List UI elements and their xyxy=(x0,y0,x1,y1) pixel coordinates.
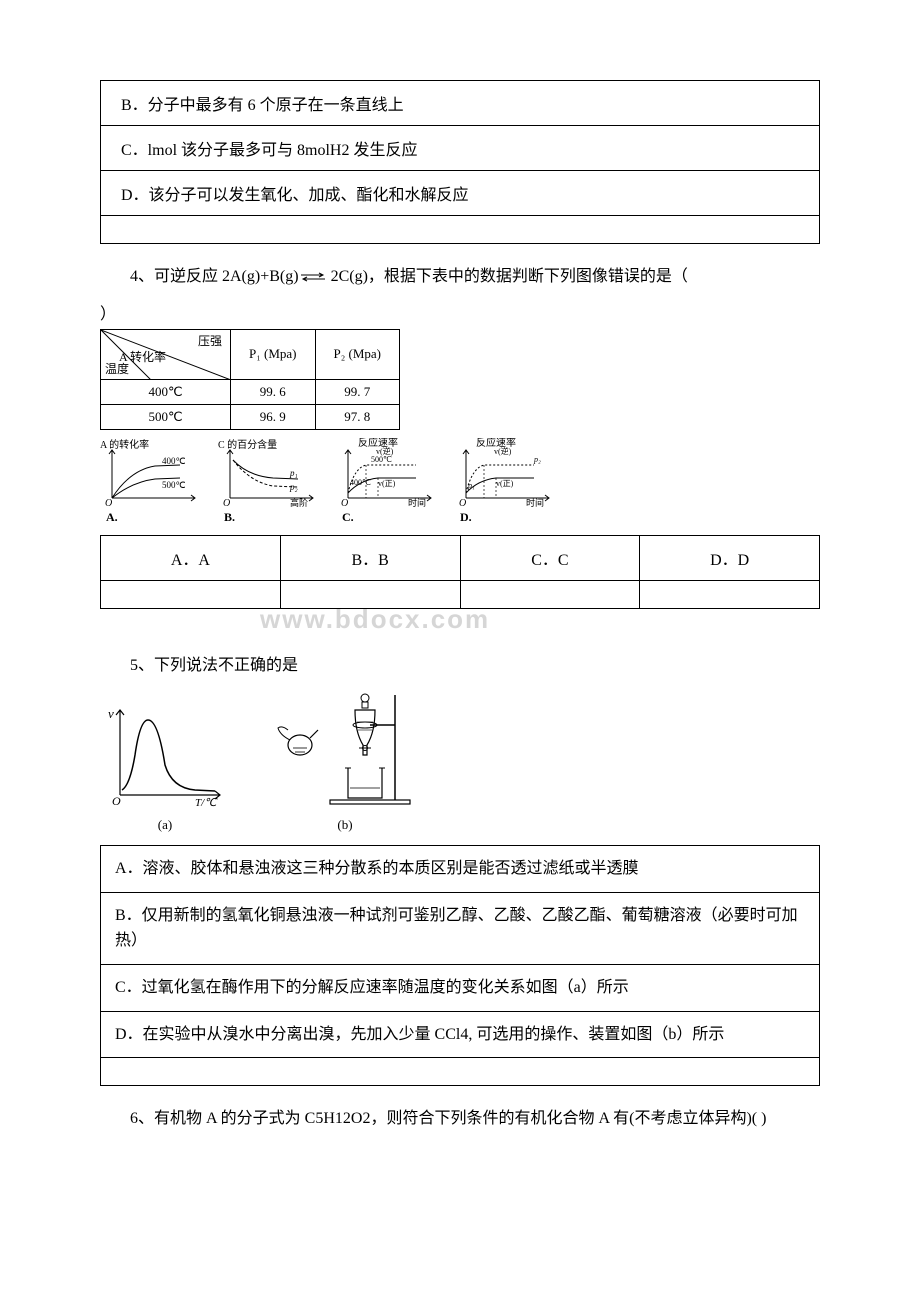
svg-text:O: O xyxy=(459,498,466,508)
q4-row2-t: 500℃ xyxy=(101,404,231,429)
q4-col1-header: P₁ (Mpa) xyxy=(231,329,316,379)
q4-intro-c: ） xyxy=(100,300,820,324)
q5-intro: 5、下列说法不正确的是 xyxy=(130,653,820,679)
chart-a-svg: A 的转化率 O 400℃ 500℃ xyxy=(100,438,200,508)
q5-options-table: A．溶液、胶体和悬浊液这三种分散系的本质区别是能否透过滤纸或半透膜 B．仅用新制… xyxy=(100,845,820,1086)
figure-a: v O T/℃ (a) xyxy=(100,700,230,833)
q4-row1-v2: 99. 7 xyxy=(315,379,400,404)
chart-b-svg: C 的百分含量 O p₁ p₂ 高阶 xyxy=(218,438,318,508)
svg-text:p₂: p₂ xyxy=(289,482,298,492)
q4-header-top: 压强 xyxy=(198,332,222,349)
svg-text:p₂: p₂ xyxy=(533,455,541,464)
q4-charts-row: A 的转化率 O 400℃ 500℃ A. C 的百分含量 O p₁ p₂ 高阶 xyxy=(100,438,820,525)
svg-text:O: O xyxy=(112,794,121,808)
q4-answer-table: A．A B．B C．C D．D xyxy=(100,535,820,609)
figure-a-svg: v O T/℃ xyxy=(100,700,230,810)
chart-d-label: D. xyxy=(460,510,554,525)
figure-a-label: (a) xyxy=(100,817,230,833)
svg-text:400℃: 400℃ xyxy=(350,478,371,487)
svg-text:A 的转化率: A 的转化率 xyxy=(100,438,149,451)
svg-text:时间: 时间 xyxy=(526,497,544,508)
figure-b-label: (b) xyxy=(270,817,420,833)
chart-c: 反应速率 O 500℃ v(逆) 400℃ v(正) 时间 C. xyxy=(336,438,436,525)
chart-a: A 的转化率 O 400℃ 500℃ A. xyxy=(100,438,200,525)
q4-ans-c: C．C xyxy=(460,535,640,580)
q4-intro: 4、可逆反应 2A(g)+B(g) 2C(g)，根据下表中的数据判断下列图像错误… xyxy=(130,264,820,290)
q3-option-c: C．lmol 该分子最多可与 8molH2 发生反应 xyxy=(101,126,820,171)
q3-empty-row xyxy=(101,216,820,244)
q4-ans-a: A．A xyxy=(101,535,281,580)
chart-d: 反应速率 O v(逆) p₂ v(正) p₁ 时间 D. xyxy=(454,438,554,525)
q4-row2-v2: 97. 8 xyxy=(315,404,400,429)
q5-empty-row xyxy=(101,1058,820,1086)
q3-option-b: B．分子中最多有 6 个原子在一条直线上 xyxy=(101,81,820,126)
svg-text:p₁: p₁ xyxy=(467,481,475,490)
svg-text:v(正): v(正) xyxy=(378,479,396,488)
q4-intro-b: 2C(g)，根据下表中的数据判断下列图像错误的是（ xyxy=(327,268,688,285)
svg-text:v: v xyxy=(108,706,114,721)
q4-intro-a: 4、可逆反应 2A(g)+B(g) xyxy=(130,268,299,285)
q5-option-a: A．溶液、胶体和悬浊液这三种分散系的本质区别是能否透过滤纸或半透膜 xyxy=(101,846,820,893)
chart-a-label: A. xyxy=(106,510,200,525)
svg-text:O: O xyxy=(105,498,112,508)
svg-text:v(正): v(正) xyxy=(496,479,514,488)
svg-text:C 的百分含量: C 的百分含量 xyxy=(218,438,277,451)
svg-text:O: O xyxy=(223,498,230,508)
q4-row1-t: 400℃ xyxy=(101,379,231,404)
figure-b: (b) xyxy=(270,690,420,833)
chart-b-label: B. xyxy=(224,510,318,525)
chart-c-label: C. xyxy=(342,510,436,525)
svg-text:高阶: 高阶 xyxy=(290,497,308,508)
q5-option-d: D．在实验中从溴水中分离出溴，先加入少量 CCl4, 可选用的操作、装置如图（b… xyxy=(101,1011,820,1058)
chart-b: C 的百分含量 O p₁ p₂ 高阶 B. xyxy=(218,438,318,525)
svg-text:400℃: 400℃ xyxy=(162,456,186,466)
watermark-text: www.bdocx.com xyxy=(260,604,820,635)
svg-text:500℃: 500℃ xyxy=(371,455,392,464)
q4-row1-v1: 99. 6 xyxy=(231,379,316,404)
svg-text:T/℃: T/℃ xyxy=(195,797,218,809)
q4-header-bot: 温度 xyxy=(105,360,129,377)
svg-text:v(逆): v(逆) xyxy=(376,446,394,456)
q3-option-d: D．该分子可以发生氧化、加成、酯化和水解反应 xyxy=(101,171,820,216)
q4-ans-b: B．B xyxy=(280,535,460,580)
q4-col2-header: P₂ (Mpa) xyxy=(315,329,400,379)
svg-text:v(逆): v(逆) xyxy=(494,446,512,456)
equilibrium-arrows-icon xyxy=(299,272,327,282)
q4-data-table: 压强 A 转化率 温度 P₁ (Mpa) P₂ (Mpa) 400℃ 99. 6… xyxy=(100,329,400,430)
q4-header-diagonal-cell: 压强 A 转化率 温度 xyxy=(101,329,231,379)
q5-figures-row: v O T/℃ (a) xyxy=(100,690,820,833)
svg-text:p₁: p₁ xyxy=(289,468,298,478)
svg-text:时间: 时间 xyxy=(408,497,426,508)
svg-text:O: O xyxy=(341,498,348,508)
chart-c-svg: 反应速率 O 500℃ v(逆) 400℃ v(正) 时间 xyxy=(336,438,436,508)
svg-text:500℃: 500℃ xyxy=(162,480,186,490)
q5-option-b: B．仅用新制的氢氧化铜悬浊液一种试剂可鉴别乙醇、乙酸、乙酸乙酯、葡萄糖溶液（必要… xyxy=(101,892,820,964)
figure-b-svg xyxy=(270,690,420,810)
q5-option-c: C．过氧化氢在酶作用下的分解反应速率随温度的变化关系如图（a）所示 xyxy=(101,964,820,1011)
q4-ans-d: D．D xyxy=(640,535,820,580)
q4-row2-v1: 96. 9 xyxy=(231,404,316,429)
chart-d-svg: 反应速率 O v(逆) p₂ v(正) p₁ 时间 xyxy=(454,438,554,508)
q6-intro: 6、有机物 A 的分子式为 C5H12O2，则符合下列条件的有机化合物 A 有(… xyxy=(130,1106,820,1132)
q3-options-table: B．分子中最多有 6 个原子在一条直线上 C．lmol 该分子最多可与 8mol… xyxy=(100,80,820,244)
